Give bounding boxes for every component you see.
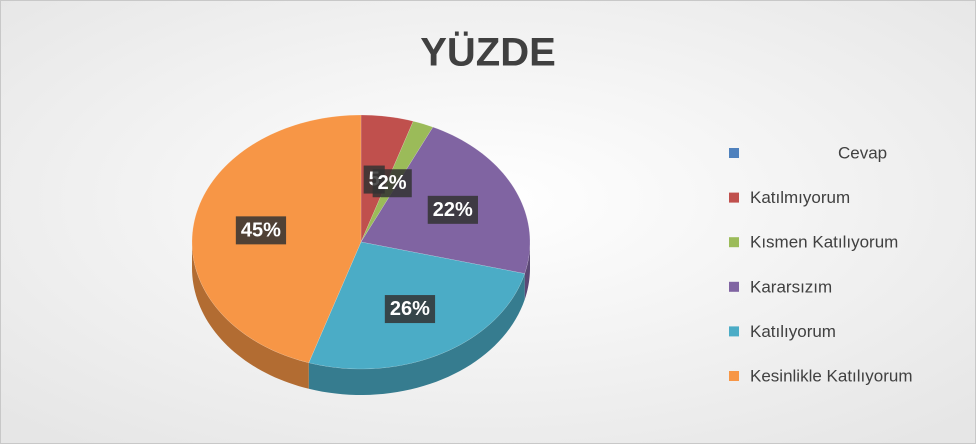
legend-marker (729, 371, 739, 381)
legend-label: Katılmıyorum (750, 188, 850, 207)
data-label-text: 45% (241, 219, 281, 241)
legend-label: Kesinlikle Katılıyorum (750, 366, 913, 385)
data-label-box (384, 295, 436, 324)
data-label: 22% (427, 195, 478, 224)
data-label-box (235, 216, 287, 245)
data-label-text: 2% (378, 172, 407, 194)
data-label: 26% (384, 295, 436, 324)
pie-slice-side (192, 242, 309, 389)
legend-marker (729, 237, 739, 248)
legend-marker (729, 326, 739, 337)
legend-label: Kısmen Katılıyorum (750, 233, 898, 252)
data-label: 45% (235, 216, 287, 245)
pie-slice-side (308, 273, 525, 395)
chart-title: YÜZDE (420, 30, 556, 75)
legend-label: Cevap (838, 143, 887, 162)
legend-marker (729, 148, 739, 158)
data-label: 2% (372, 169, 412, 198)
legend-marker (729, 281, 739, 292)
data-label-text: 26% (390, 298, 430, 320)
legend-marker (729, 192, 739, 203)
legend-label: Katılıyorum (750, 322, 836, 341)
pie-slice-side (524, 242, 530, 300)
data-label-box (372, 169, 412, 198)
legend-label: Kararsızım (750, 277, 832, 296)
data-label-text: 22% (433, 199, 473, 221)
data-label-box (427, 195, 478, 224)
